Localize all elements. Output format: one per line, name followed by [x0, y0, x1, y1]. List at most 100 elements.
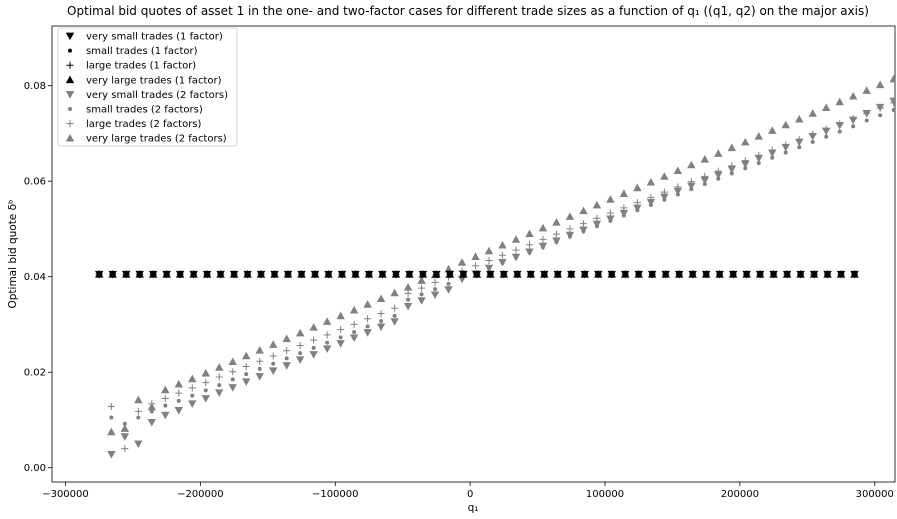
data-point — [230, 377, 235, 382]
data-point — [229, 270, 239, 278]
data-point — [567, 234, 572, 239]
data-point — [309, 351, 318, 359]
legend-marker — [65, 32, 75, 41]
data-point — [498, 240, 507, 249]
data-point — [835, 97, 844, 106]
data-point — [687, 160, 696, 169]
data-point — [257, 366, 262, 371]
data-point — [755, 270, 765, 278]
data-point — [121, 270, 131, 278]
data-point — [527, 250, 532, 255]
data-point — [352, 330, 357, 335]
plot-frame — [51, 25, 896, 483]
data-point — [188, 374, 197, 383]
data-point — [511, 235, 521, 243]
data-point — [539, 235, 547, 243]
data-point — [660, 193, 669, 202]
data-point — [242, 351, 251, 360]
data-point — [203, 388, 208, 393]
data-point — [646, 177, 656, 186]
data-point — [417, 276, 426, 284]
data-point — [594, 224, 599, 229]
data-point — [742, 270, 751, 278]
data-point — [215, 389, 224, 397]
data-point — [406, 297, 411, 302]
data-point — [795, 114, 804, 123]
chart-title: Optimal bid quotes of asset 1 in the one… — [67, 4, 869, 18]
legend-label: very small trades (1 factor) — [86, 32, 223, 43]
legend-label: very small trades (2 factors) — [86, 90, 228, 101]
data-point — [350, 320, 358, 328]
data-point — [754, 132, 763, 140]
legend-label: very large trades (2 factors) — [86, 134, 227, 145]
data-point — [850, 270, 859, 278]
data-point — [486, 270, 495, 278]
data-point — [174, 407, 183, 415]
data-point — [660, 172, 669, 180]
data-point — [282, 362, 291, 370]
data-point — [255, 346, 264, 354]
data-point — [782, 270, 792, 278]
data-point — [580, 270, 589, 278]
data-point — [823, 270, 832, 278]
data-point — [161, 394, 169, 402]
data-point — [648, 203, 653, 208]
legend: very small trades (1 factor) small trades… — [57, 27, 238, 147]
data-point — [363, 300, 372, 308]
data-point — [147, 402, 157, 411]
data-point — [122, 421, 127, 426]
data-point — [675, 192, 680, 197]
data-point — [444, 286, 453, 294]
legend-marker — [65, 134, 75, 142]
data-point — [271, 361, 276, 366]
data-point — [621, 270, 630, 278]
data-point — [783, 150, 788, 155]
data-point — [391, 304, 399, 312]
data-point — [727, 165, 736, 174]
data-point — [244, 372, 249, 377]
data-point — [513, 270, 522, 278]
legend-item: large trades (1 factor) — [66, 61, 196, 72]
data-point — [891, 108, 895, 113]
legend-item: very large trades (1 factor) — [65, 75, 222, 86]
data-point — [336, 311, 345, 320]
legend-label: large trades (1 factor) — [86, 61, 196, 72]
data-point — [174, 379, 183, 388]
data-point — [498, 251, 506, 259]
data-point — [741, 157, 749, 165]
data-point — [836, 270, 846, 278]
data-point — [202, 270, 212, 278]
data-point — [485, 256, 493, 264]
data-point — [270, 270, 279, 278]
data-point — [646, 198, 656, 207]
series-small-trades-2-factors- — [109, 108, 895, 426]
data-point — [824, 134, 829, 139]
data-point — [364, 315, 372, 323]
data-point — [526, 270, 536, 278]
data-point — [727, 143, 736, 152]
data-point — [228, 357, 237, 366]
legend-marker — [66, 120, 74, 128]
data-point — [202, 379, 210, 387]
data-point — [310, 336, 318, 344]
data-point — [161, 385, 170, 394]
data-point — [606, 195, 615, 203]
data-point — [134, 407, 142, 415]
y-tick-label: 0.04 — [24, 272, 46, 283]
data-point — [619, 189, 629, 197]
data-point — [282, 334, 291, 343]
data-point — [324, 270, 333, 278]
x-tick-label: 200000 — [721, 489, 759, 500]
data-point — [553, 270, 562, 278]
data-point — [120, 433, 130, 441]
series-very-large-trades-2-factors- — [107, 74, 895, 436]
data-point — [147, 418, 157, 427]
data-point — [283, 347, 291, 355]
data-point — [337, 326, 345, 334]
data-point — [431, 278, 439, 286]
data-point — [716, 176, 721, 181]
data-point — [673, 187, 683, 196]
data-point — [298, 351, 303, 356]
data-point — [457, 258, 467, 266]
